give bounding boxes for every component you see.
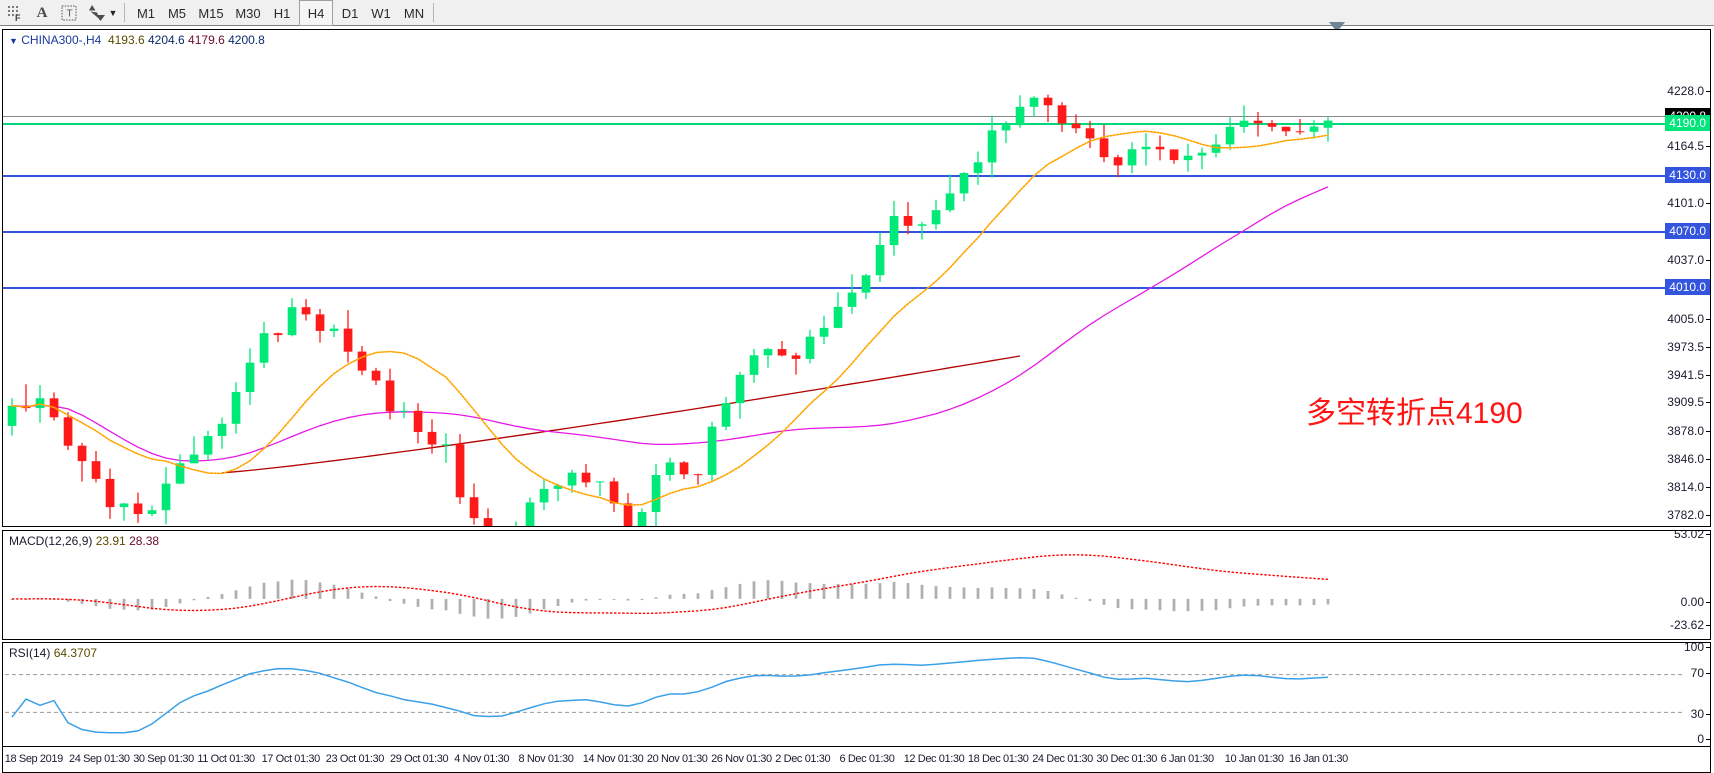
svg-text:T: T: [67, 9, 73, 20]
